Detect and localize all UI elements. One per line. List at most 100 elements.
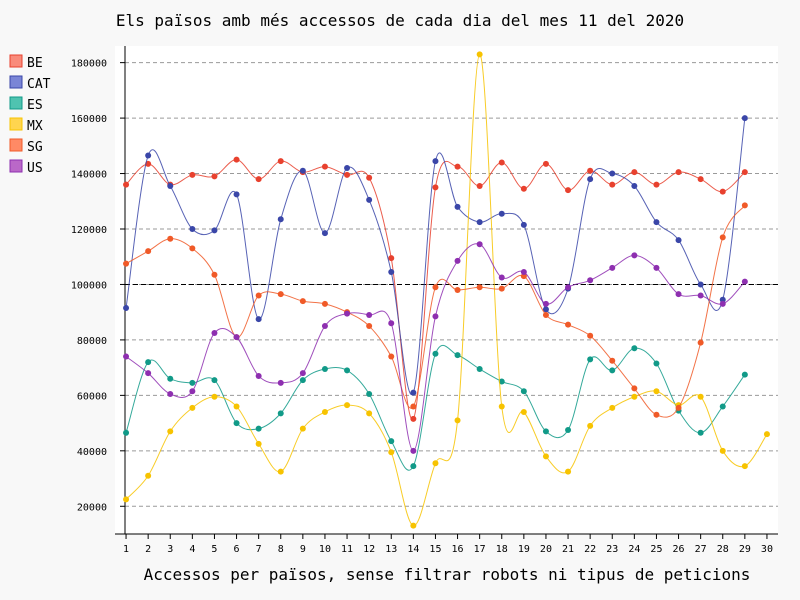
data-point [631,183,638,190]
data-point [432,313,439,320]
data-point [432,158,439,165]
data-point [454,352,461,359]
data-point [498,378,505,385]
data-point [719,403,726,410]
series-us [123,241,748,454]
data-point [454,163,461,170]
data-point [476,51,483,58]
series-sg [123,202,748,418]
data-point [653,264,660,271]
plot-background [115,46,778,534]
data-point [233,420,240,427]
data-point [565,321,572,328]
x-tick-label: 3 [167,544,173,555]
data-point [520,268,527,275]
data-point [631,345,638,352]
data-point [255,292,262,299]
x-tick-label: 12 [363,544,375,555]
gridlines [115,46,778,534]
data-point [388,255,395,262]
data-point [653,388,660,395]
data-point [410,403,417,410]
legend-swatch-be [9,54,23,68]
y-tick-label: 100000 [71,280,107,291]
data-point [123,353,130,360]
data-point [344,402,351,409]
data-point [565,284,572,291]
data-point [388,320,395,327]
data-point [631,393,638,400]
data-point [145,359,152,366]
x-tick-label: 19 [518,544,530,555]
data-point [255,425,262,432]
data-point [211,271,218,278]
data-point [388,353,395,360]
y-axis-ticks: 20000 40000 60000 80000 100000 120000 140000 16… [71,59,125,513]
data-point [520,388,527,395]
data-point [189,404,196,411]
x-tick-label: 6 [234,544,240,555]
data-point [609,357,616,364]
x-tick-label: 11 [341,544,353,555]
data-point [697,292,704,299]
x-tick-label: 28 [717,544,729,555]
data-point [454,417,461,424]
data-point [123,181,130,188]
data-point [167,375,174,382]
data-point [189,379,196,386]
data-point [189,388,196,395]
chart-title: Els països amb més accessos de cada dia … [116,11,684,30]
data-point [299,298,306,305]
data-point [432,460,439,467]
data-point [366,311,373,318]
data-point [719,300,726,307]
x-tick-label: 27 [695,544,707,555]
data-point [498,403,505,410]
x-tick-label: 10 [319,544,331,555]
x-tick-label: 29 [739,544,751,555]
data-point [454,203,461,210]
data-point [719,188,726,195]
data-point [587,277,594,284]
x-tick-label: 9 [300,544,306,555]
data-point [631,252,638,259]
data-point [145,248,152,255]
data-point [741,202,748,209]
y-tick-label: 180000 [71,59,107,70]
data-point [321,230,328,237]
data-point [344,165,351,171]
data-point [410,522,417,529]
data-point [741,169,748,176]
data-point [299,167,306,174]
data-point [366,390,373,397]
x-tick-label: 25 [650,544,662,555]
data-point [741,115,748,122]
legend-label-sg: SG [27,140,43,155]
data-point [542,453,549,460]
y-tick-label: 120000 [71,225,107,236]
data-point [542,311,549,318]
data-point [123,305,130,312]
legend-label-es: ES [27,98,43,113]
series-cat [123,115,748,396]
data-point [741,371,748,378]
data-point [542,306,549,313]
data-point [741,278,748,285]
x-tick-label: 18 [496,544,508,555]
data-point [697,393,704,400]
data-point [719,234,726,241]
data-point [299,370,306,377]
data-point [277,379,284,386]
data-point [587,176,594,183]
data-point [211,227,218,234]
data-point [587,422,594,429]
y-tick-label: 160000 [71,114,107,125]
data-point [189,226,196,232]
data-point [299,425,306,432]
data-point [609,367,616,374]
legend-swatch-es [9,96,23,110]
data-point [344,310,351,317]
data-point [454,287,461,293]
data-point [410,415,417,422]
data-point [388,449,395,456]
